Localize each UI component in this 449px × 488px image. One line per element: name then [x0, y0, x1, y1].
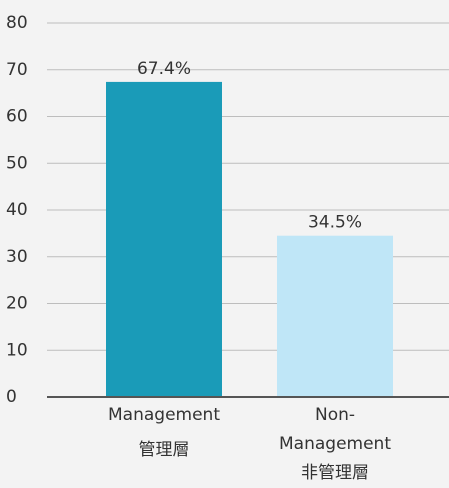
x-tick-label: 非管理層 [301, 463, 369, 483]
y-tick-label: 70 [6, 60, 28, 80]
y-tick-label: 10 [6, 340, 28, 360]
bar [277, 235, 393, 397]
x-tick-label: 管理層 [139, 440, 190, 460]
x-tick-label: Management [108, 405, 220, 425]
y-tick-label: 30 [6, 247, 28, 267]
y-tick-label: 20 [6, 294, 28, 314]
y-tick-label: 50 [6, 153, 28, 173]
y-tick-label: 0 [6, 387, 17, 407]
value-label: 67.4% [137, 59, 191, 79]
y-tick-label: 40 [6, 200, 28, 220]
x-tick-label: Management [279, 434, 391, 454]
x-tick-label: Non- [315, 405, 355, 425]
y-tick-label: 80 [6, 13, 28, 33]
y-tick-label: 60 [6, 107, 28, 127]
bar [106, 81, 222, 397]
value-label: 34.5% [308, 213, 362, 233]
